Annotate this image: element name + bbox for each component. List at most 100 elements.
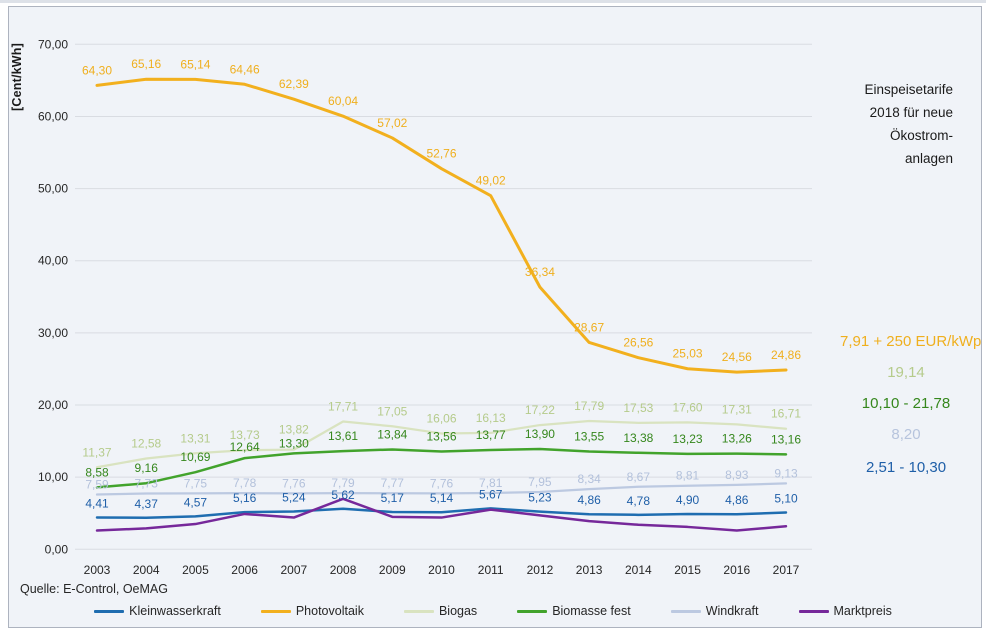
data-label-biogas: 17,31 xyxy=(722,402,752,416)
legend-label: Kleinwasserkraft xyxy=(129,604,221,618)
data-label-biomasse-fest: 13,77 xyxy=(476,428,506,442)
data-label-windkraft: 7,76 xyxy=(282,476,306,490)
data-label-biomasse-fest: 10,69 xyxy=(180,450,210,464)
x-tick-label: 2015 xyxy=(674,563,701,577)
data-label-kleinwasserkraft: 4,86 xyxy=(725,493,749,507)
series-line-biomasse-fest xyxy=(95,447,788,489)
data-label-windkraft: 7,81 xyxy=(479,476,503,490)
data-label-windkraft: 7,78 xyxy=(233,476,257,490)
data-label-biogas: 16,71 xyxy=(771,407,801,421)
data-label-kleinwasserkraft: 4,37 xyxy=(135,497,159,511)
tariff-2018-kleinwasserkraft: 2,51 - 10,30 xyxy=(865,459,947,476)
tariff-2018-photovoltaik: 7,91 + 250 EUR/kWp xyxy=(840,333,982,350)
chart-legend: Kleinwasserkraft Photovoltaik Biogas Biomas… xyxy=(0,604,986,618)
x-tick-label: 2016 xyxy=(723,563,750,577)
y-tick-label: 20,00 xyxy=(38,398,68,412)
data-label-windkraft: 7,59 xyxy=(85,478,109,492)
data-label-kleinwasserkraft: 5,67 xyxy=(479,487,503,501)
data-label-biomasse-fest: 13,55 xyxy=(574,430,604,444)
data-label-photovoltaik: 26,56 xyxy=(623,336,653,350)
data-label-biomasse-fest: 13,56 xyxy=(426,429,456,443)
series-line-photovoltaik xyxy=(95,77,788,374)
series-line-kleinwasserkraft xyxy=(95,507,788,520)
data-label-biogas: 17,60 xyxy=(673,400,703,414)
x-tick-label: 2004 xyxy=(133,563,160,577)
y-tick-label: 70,00 xyxy=(38,37,68,51)
legend-line-marker xyxy=(260,609,291,613)
legend-line-marker xyxy=(517,609,548,613)
legend-item-windkraft: Windkraft xyxy=(670,604,759,618)
y-tick-label: 10,00 xyxy=(38,470,68,484)
data-label-biomasse-fest: 13,61 xyxy=(328,429,358,443)
data-label-photovoltaik: 60,04 xyxy=(328,94,358,108)
data-label-biomasse-fest: 12,64 xyxy=(230,440,260,454)
source-note: Quelle: E-Control, OeMAG xyxy=(20,582,168,596)
data-label-biogas: 12,58 xyxy=(131,437,161,451)
data-label-kleinwasserkraft: 5,16 xyxy=(233,491,257,505)
y-tick-label: 40,00 xyxy=(38,254,68,268)
data-label-kleinwasserkraft: 5,62 xyxy=(331,488,355,502)
x-tick-label: 2017 xyxy=(773,563,800,577)
data-label-biomasse-fest: 13,26 xyxy=(722,432,752,446)
data-label-windkraft: 8,81 xyxy=(676,469,700,483)
data-label-biogas: 17,71 xyxy=(328,400,358,414)
window-top-edge xyxy=(0,0,986,3)
legend-line-marker xyxy=(798,609,829,613)
legend-line-marker xyxy=(403,609,434,613)
legend-label: Biogas xyxy=(438,604,478,618)
data-label-biogas: 17,22 xyxy=(525,403,555,417)
legend-label: Windkraft xyxy=(705,604,759,618)
x-tick-label: 2014 xyxy=(625,563,652,577)
data-label-biogas: 17,79 xyxy=(574,399,604,413)
data-label-biomasse-fest: 13,90 xyxy=(525,427,555,441)
legend-item-photovoltaik: Photovoltaik xyxy=(260,604,364,618)
data-label-windkraft: 8,93 xyxy=(725,468,749,482)
data-label-biomasse-fest: 9,16 xyxy=(135,461,159,475)
annotation-2018-title: Einspeisetarife 2018 für neue Ökostrom-anl… xyxy=(864,78,953,170)
data-label-photovoltaik: 64,30 xyxy=(82,63,112,77)
x-tick-label: 2008 xyxy=(330,563,357,577)
data-label-biomasse-fest: 8,58 xyxy=(85,465,109,479)
series-line-marktpreis xyxy=(95,497,788,532)
legend-item-marktpreis: Marktpreis xyxy=(798,604,892,618)
annotation-title-line: Einspeisetarife xyxy=(864,82,953,97)
data-label-biogas: 13,82 xyxy=(279,423,309,437)
x-tick-label: 2007 xyxy=(281,563,308,577)
data-label-kleinwasserkraft: 5,14 xyxy=(430,491,454,505)
y-tick-label: 0,00 xyxy=(45,542,69,556)
data-label-windkraft: 7,79 xyxy=(331,476,355,490)
x-tick-label: 2010 xyxy=(428,563,455,577)
tariff-2018-windkraft: 8,20 xyxy=(891,426,921,443)
x-tick-label: 2006 xyxy=(231,563,258,577)
legend-line-marker xyxy=(670,609,701,613)
x-tick-label: 2013 xyxy=(576,563,603,577)
y-tick-label: 30,00 xyxy=(38,326,68,340)
annotation-title-line: Ökostrom- xyxy=(889,128,953,143)
legend-item-biogas: Biogas xyxy=(403,604,478,618)
legend-line-marker xyxy=(94,609,125,613)
data-label-biogas: 11,37 xyxy=(82,445,111,459)
data-label-windkraft: 7,73 xyxy=(135,477,159,491)
y-tick-label: 50,00 xyxy=(38,182,68,196)
data-label-windkraft: 7,95 xyxy=(528,475,552,489)
data-label-photovoltaik: 65,16 xyxy=(131,57,161,71)
data-label-kleinwasserkraft: 4,78 xyxy=(627,494,651,508)
legend-label: Marktpreis xyxy=(833,604,892,618)
x-tick-label: 2011 xyxy=(478,563,504,577)
data-label-biogas: 13,31 xyxy=(180,431,210,445)
data-label-photovoltaik: 28,67 xyxy=(574,320,604,334)
data-label-biogas: 17,53 xyxy=(623,401,653,415)
data-label-windkraft: 7,76 xyxy=(430,476,454,490)
data-label-biomasse-fest: 13,38 xyxy=(623,431,653,445)
data-label-biomasse-fest: 13,16 xyxy=(771,432,801,446)
annotation-title-line: anlagen xyxy=(904,151,953,166)
data-label-biogas: 16,13 xyxy=(476,411,506,425)
data-label-photovoltaik: 49,02 xyxy=(476,174,506,188)
data-label-biomasse-fest: 13,23 xyxy=(673,432,703,446)
x-tick-label: 2012 xyxy=(527,563,554,577)
data-label-windkraft: 9,13 xyxy=(774,466,798,480)
data-label-kleinwasserkraft: 5,23 xyxy=(528,491,552,505)
data-label-kleinwasserkraft: 5,10 xyxy=(774,492,798,506)
